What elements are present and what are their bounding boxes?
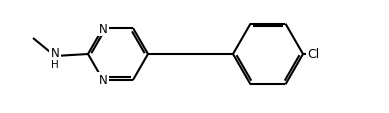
Text: Cl: Cl [307, 48, 319, 61]
Text: N: N [99, 74, 107, 87]
Text: N: N [51, 47, 60, 60]
Text: N: N [99, 22, 107, 35]
Text: H: H [51, 59, 59, 69]
